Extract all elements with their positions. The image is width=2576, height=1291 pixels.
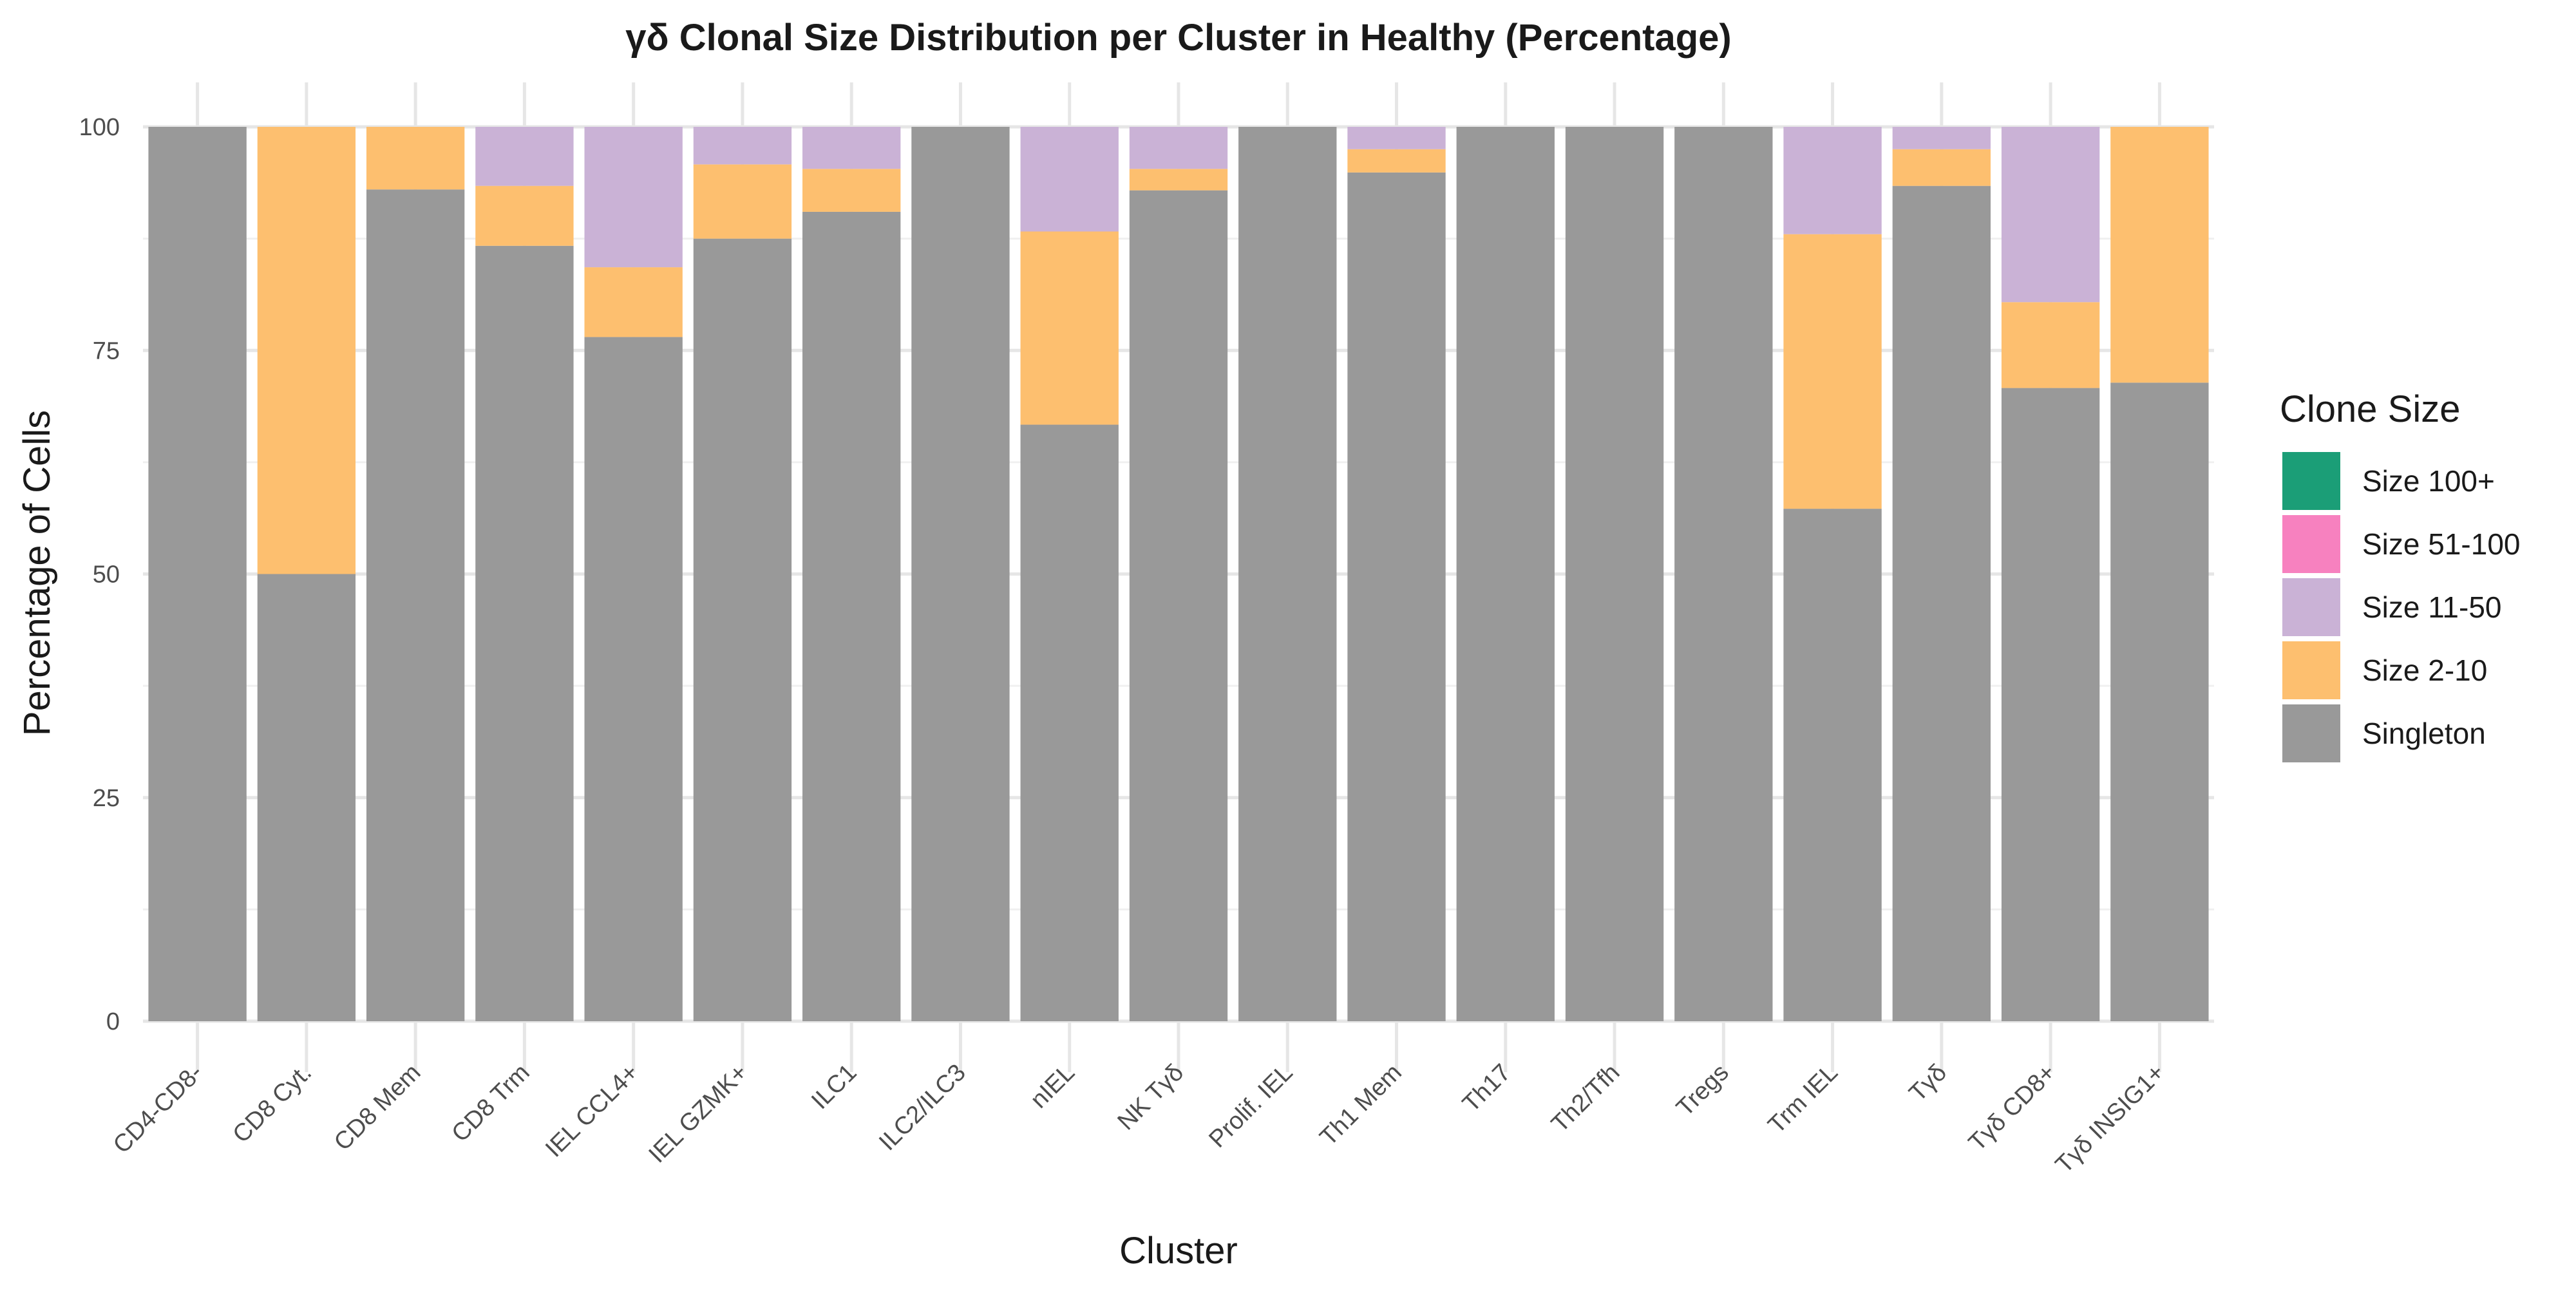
y-tick-label: 25 [93,785,120,812]
bar-segment-singleton [693,238,792,1021]
bar-segment-size-11-50 [693,127,792,165]
bar-segment-singleton [1020,424,1119,1021]
bar-segment-size-2-10 [802,169,901,212]
bar-segment-singleton [1238,127,1337,1021]
bar-segment-size-2-10 [366,127,465,190]
legend-key [2282,704,2340,762]
legend-label: Singleton [2362,717,2486,750]
legend-label: Size 2-10 [2362,654,2487,687]
bar-segment-size-11-50 [1347,127,1446,149]
bar-segment-size-2-10 [257,127,356,574]
legend-label: Size 100+ [2362,464,2495,498]
y-tick-label: 75 [93,337,120,364]
bar-segment-singleton [802,211,901,1022]
bar-segment-size-11-50 [1020,127,1119,232]
legend-key [2282,578,2340,636]
bar-segment-singleton [1892,185,1991,1021]
bar-segment-singleton [1565,127,1664,1021]
y-tick-label: 100 [79,114,120,141]
legend-key [2282,641,2340,699]
bar-segment-size-11-50 [584,127,683,268]
bar-segment-singleton [584,337,683,1021]
bar-segment-singleton [1347,172,1446,1021]
bar-segment-size-2-10 [475,185,574,246]
bar-segment-singleton [475,245,574,1021]
bar-segment-size-11-50 [2001,127,2100,303]
bar-segment-singleton [911,127,1010,1021]
bar-segment-size-2-10 [1783,234,1882,509]
bar-segment-singleton [1129,190,1228,1021]
y-tick-label: 50 [93,561,120,589]
bar-segment-singleton [1674,127,1773,1021]
bar-segment-size-11-50 [1129,127,1228,169]
bar-segment-singleton [1783,509,1882,1021]
legend-key [2282,452,2340,510]
legend-key [2282,515,2340,573]
bars [148,127,2209,1022]
bar-segment-size-2-10 [2001,302,2100,388]
bar-segment-singleton [2001,388,2100,1021]
bar-segment-size-11-50 [475,127,574,186]
bar-segment-size-2-10 [1020,231,1119,425]
x-axis-title: Cluster [1119,1230,1238,1272]
bar-segment-size-2-10 [693,164,792,239]
legend-title: Clone Size [2280,388,2460,430]
legend-label: Size 51-100 [2362,527,2521,561]
bar-segment-size-2-10 [2110,127,2209,383]
bar-segment-singleton [148,127,247,1021]
bar-segment-size-2-10 [1892,149,1991,186]
legend-label: Size 11-50 [2362,590,2502,624]
bar-segment-singleton [257,574,356,1021]
y-axis-ticks: 0 25 50 75 100 [79,114,120,1035]
bar-segment-size-11-50 [802,127,901,169]
bar-segment-size-11-50 [1783,127,1882,234]
chart-title: γδ Clonal Size Distribution per Cluster … [625,17,1732,59]
bar-segment-singleton [1456,127,1555,1021]
bar-segment-size-2-10 [1347,149,1446,173]
legend: Clone Size Size 100+ Size 51-100 Size 11-5… [2280,388,2521,762]
bar-segment-singleton [366,189,465,1022]
bar-segment-singleton [2110,382,2209,1021]
y-tick-label: 0 [106,1008,120,1035]
bar-segment-size-2-10 [584,267,683,337]
bar-segment-size-11-50 [1892,127,1991,149]
bar-segment-size-2-10 [1129,169,1228,191]
y-axis-title: Percentage of Cells [16,410,58,736]
